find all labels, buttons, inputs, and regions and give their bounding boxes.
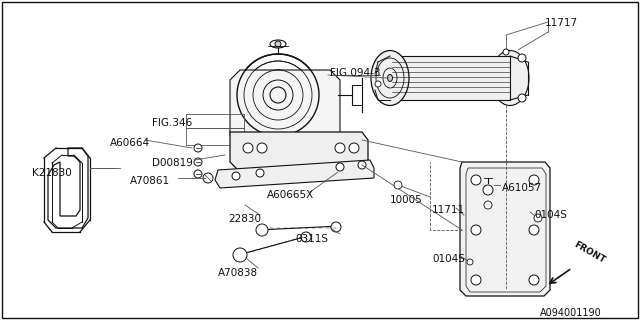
Text: 0104S: 0104S <box>432 254 465 264</box>
Circle shape <box>331 222 341 232</box>
Circle shape <box>529 175 539 185</box>
Circle shape <box>471 175 481 185</box>
Text: A094001190: A094001190 <box>540 308 602 318</box>
Text: FIG.094-3: FIG.094-3 <box>330 68 381 78</box>
Circle shape <box>301 232 311 242</box>
Circle shape <box>529 225 539 235</box>
Ellipse shape <box>491 51 529 106</box>
Text: K21830: K21830 <box>32 168 72 178</box>
Ellipse shape <box>253 70 303 120</box>
Circle shape <box>256 169 264 177</box>
Ellipse shape <box>237 54 319 136</box>
Circle shape <box>194 158 202 166</box>
Circle shape <box>232 172 240 180</box>
Ellipse shape <box>383 68 397 88</box>
Circle shape <box>243 143 253 153</box>
Text: A70861: A70861 <box>130 176 170 186</box>
Circle shape <box>467 259 473 265</box>
Text: 0311S: 0311S <box>295 234 328 244</box>
Circle shape <box>503 49 509 55</box>
Text: 0104S: 0104S <box>534 210 567 220</box>
Circle shape <box>257 143 267 153</box>
Ellipse shape <box>244 61 312 129</box>
Text: A70838: A70838 <box>218 268 258 278</box>
Circle shape <box>471 225 481 235</box>
Circle shape <box>375 81 381 87</box>
Circle shape <box>471 275 481 285</box>
Polygon shape <box>48 148 88 228</box>
Ellipse shape <box>263 80 293 110</box>
Ellipse shape <box>387 75 392 82</box>
Text: 11711: 11711 <box>432 205 465 215</box>
Ellipse shape <box>376 58 404 98</box>
Ellipse shape <box>270 87 286 103</box>
Circle shape <box>534 214 542 222</box>
Polygon shape <box>460 162 550 296</box>
Circle shape <box>349 143 359 153</box>
Circle shape <box>233 248 247 262</box>
Circle shape <box>394 181 402 189</box>
Polygon shape <box>230 132 368 172</box>
Circle shape <box>483 185 493 195</box>
Text: A61057: A61057 <box>502 183 542 193</box>
Text: A60664: A60664 <box>110 138 150 148</box>
Circle shape <box>194 170 202 178</box>
Circle shape <box>518 54 526 62</box>
Circle shape <box>336 163 344 171</box>
Circle shape <box>335 143 345 153</box>
Circle shape <box>518 94 526 102</box>
Text: 11717: 11717 <box>545 18 578 28</box>
Circle shape <box>484 201 492 209</box>
Circle shape <box>275 41 281 47</box>
Text: A60665X: A60665X <box>267 190 314 200</box>
Text: 22830: 22830 <box>228 214 261 224</box>
Circle shape <box>256 224 268 236</box>
Circle shape <box>203 173 213 183</box>
Circle shape <box>194 144 202 152</box>
Text: 10005: 10005 <box>390 195 423 205</box>
Text: D00819: D00819 <box>152 158 193 168</box>
Polygon shape <box>230 70 340 142</box>
Polygon shape <box>215 160 374 188</box>
Text: FRONT: FRONT <box>572 240 607 265</box>
Text: FIG.346: FIG.346 <box>152 118 192 128</box>
Ellipse shape <box>270 40 286 48</box>
Ellipse shape <box>371 51 409 106</box>
Circle shape <box>358 161 366 169</box>
Polygon shape <box>390 56 510 100</box>
Circle shape <box>529 275 539 285</box>
